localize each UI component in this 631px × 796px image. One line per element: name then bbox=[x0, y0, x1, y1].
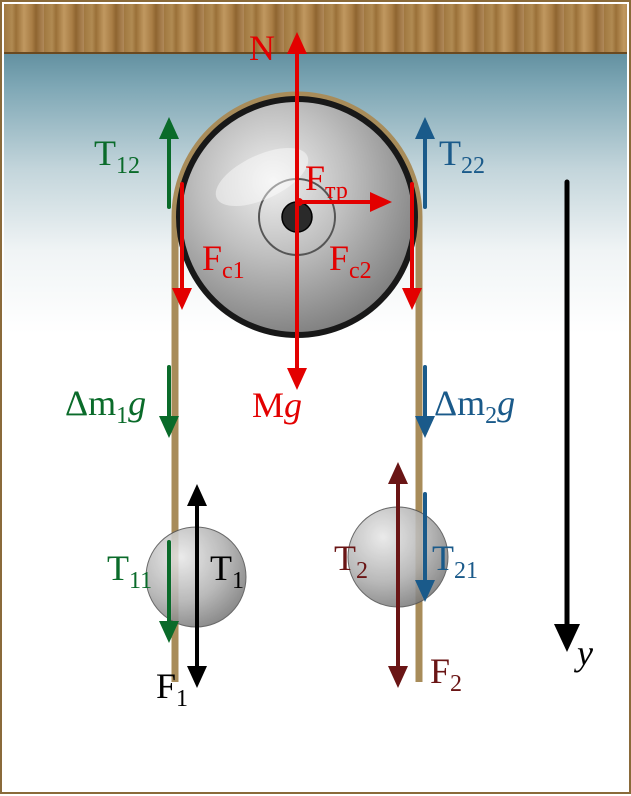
label-T11: T11 bbox=[107, 547, 152, 595]
label-T22: T22 bbox=[439, 132, 485, 180]
label-Fc2: Fс2 bbox=[329, 237, 372, 285]
label-T12: T12 bbox=[94, 132, 140, 180]
label-F2: F2 bbox=[430, 650, 462, 698]
y-axis bbox=[554, 182, 580, 652]
label-dm2g: Δm2g bbox=[434, 382, 515, 430]
label-F1: F1 bbox=[156, 665, 188, 713]
label-Mg: Mg bbox=[252, 384, 302, 426]
diagram-frame: N Fтр Mg Fс1 Fс2 T12 T22 Δm1g Δm2g T11 T1 T2 T21 F1 F2… bbox=[0, 0, 631, 794]
label-Ffr: Fтр bbox=[305, 157, 348, 205]
spheres bbox=[146, 507, 448, 627]
label-T2: T2 bbox=[334, 537, 368, 585]
label-dm1g: Δm1g bbox=[65, 382, 146, 430]
label-y: y bbox=[577, 632, 593, 674]
label-T21: T21 bbox=[432, 537, 478, 585]
label-N: N bbox=[249, 27, 275, 69]
label-Fc1: Fс1 bbox=[202, 237, 245, 285]
label-T1: T1 bbox=[210, 547, 244, 595]
